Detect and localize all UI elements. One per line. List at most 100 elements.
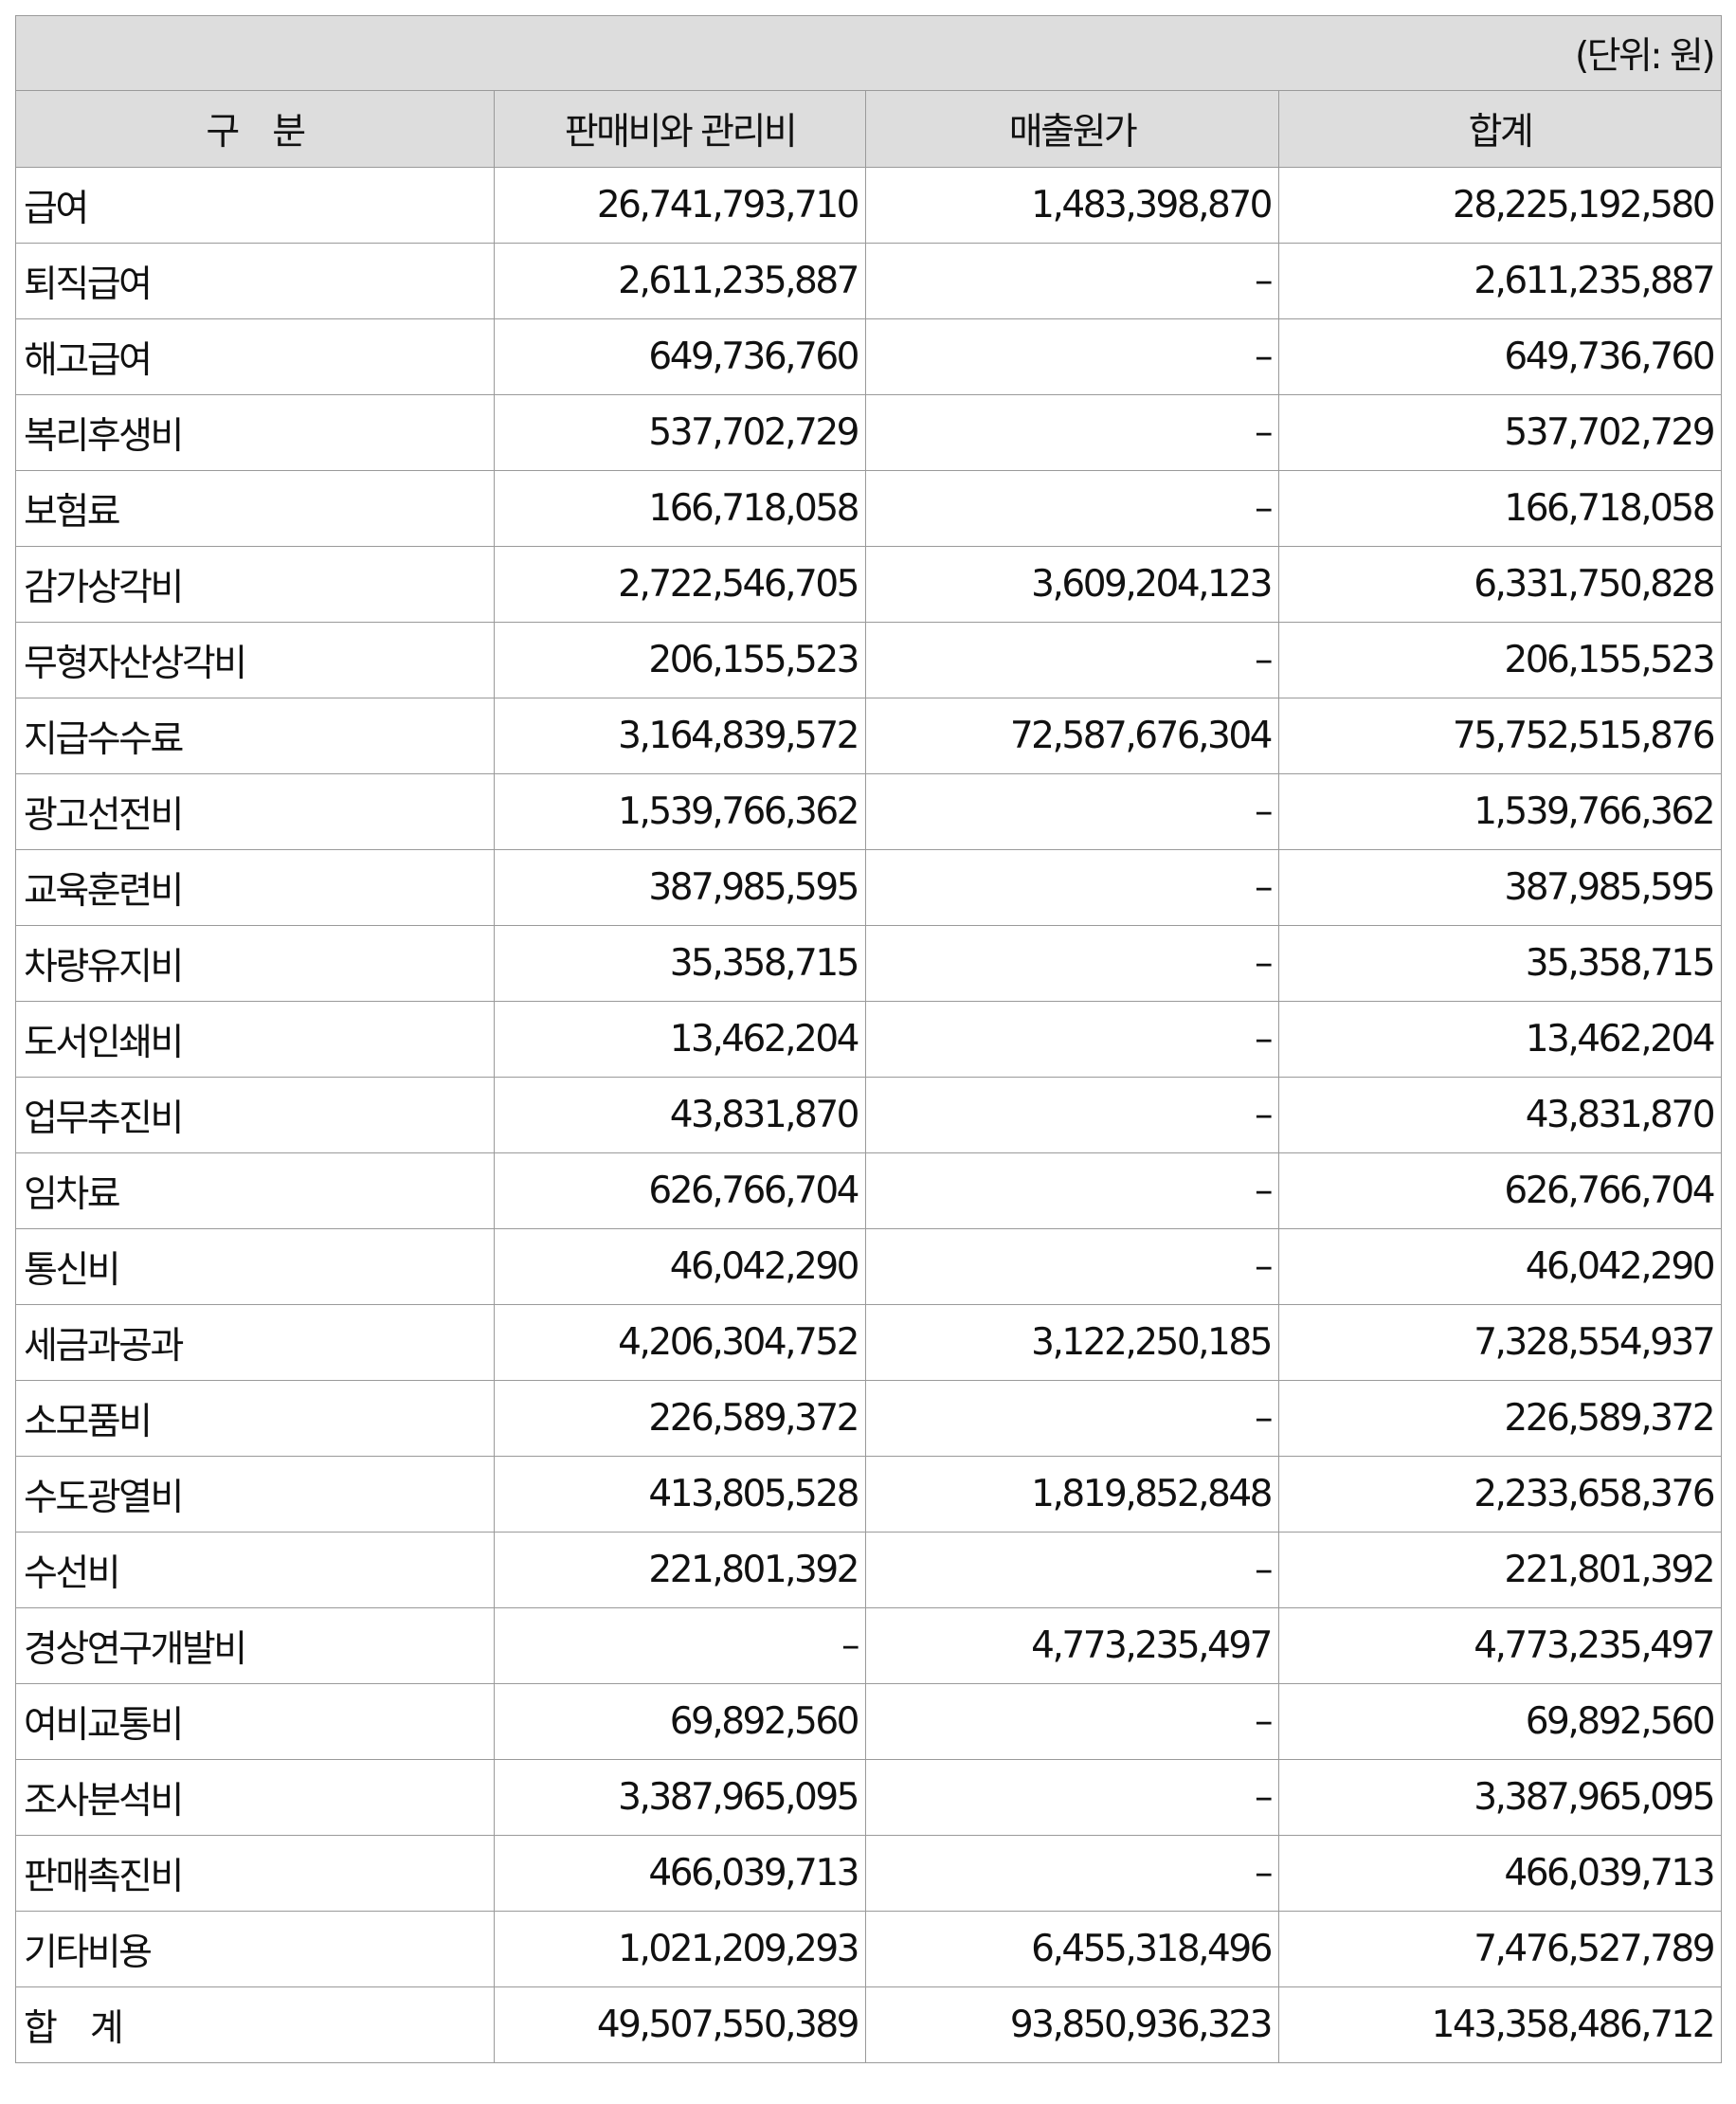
row-cost-value: –	[865, 1228, 1279, 1305]
unit-label: (단위: 원)	[14, 15, 1723, 91]
table-row: 세금과공과 4,206,304,752 3,122,250,185 7,328,…	[15, 1304, 1723, 1381]
row-label: 여비교통비	[15, 1683, 495, 1760]
row-label: 임차료	[15, 1152, 495, 1229]
row-label: 복리후생비	[15, 394, 495, 471]
row-total-value: 2,611,235,887	[1277, 243, 1723, 319]
row-cost-value: 1,483,398,870	[865, 167, 1279, 244]
row-cost-value: –	[865, 1152, 1279, 1229]
row-sga-value: 626,766,704	[494, 1152, 866, 1229]
row-label: 경상연구개발비	[15, 1607, 495, 1684]
row-total-value: 28,225,192,580	[1277, 167, 1723, 244]
row-label: 통신비	[15, 1228, 495, 1305]
row-label: 급여	[15, 167, 495, 244]
row-sga-value: 69,892,560	[494, 1683, 866, 1760]
row-label: 수선비	[15, 1532, 495, 1608]
table-row: 도서인쇄비 13,462,204 – 13,462,204	[15, 1001, 1723, 1078]
table-row: 소모품비 226,589,372 – 226,589,372	[15, 1380, 1723, 1457]
row-total-value: 13,462,204	[1277, 1001, 1723, 1078]
table-row: 무형자산상각비 206,155,523 – 206,155,523	[15, 622, 1723, 698]
row-label: 차량유지비	[15, 925, 495, 1002]
row-label: 퇴직급여	[15, 243, 495, 319]
row-label: 지급수수료	[15, 698, 495, 774]
row-cost-value: –	[865, 1683, 1279, 1760]
row-label: 도서인쇄비	[15, 1001, 495, 1078]
row-label: 광고선전비	[15, 773, 495, 850]
row-total-value: 1,539,766,362	[1277, 773, 1723, 850]
row-label: 교육훈련비	[15, 849, 495, 926]
row-label: 기타비용	[15, 1911, 495, 1987]
row-total-value: 649,736,760	[1277, 318, 1723, 395]
row-sga-value: 4,206,304,752	[494, 1304, 866, 1381]
row-sga-value: 1,021,209,293	[494, 1911, 866, 1987]
row-sga-value: 35,358,715	[494, 925, 866, 1002]
header-sga: 판매비와 관리비	[494, 90, 866, 168]
row-sga-value: –	[494, 1607, 866, 1684]
table-row: 보험료 166,718,058 – 166,718,058	[15, 470, 1723, 547]
row-label: 해고급여	[15, 318, 495, 395]
row-sga-value: 387,985,595	[494, 849, 866, 926]
row-cost-value: 1,819,852,848	[865, 1456, 1279, 1533]
row-sga-value: 649,736,760	[494, 318, 866, 395]
row-total-value: 226,589,372	[1277, 1380, 1723, 1457]
row-sga-value: 26,741,793,710	[494, 167, 866, 244]
table-row: 조사분석비 3,387,965,095 – 3,387,965,095	[15, 1759, 1723, 1836]
row-sga-value: 43,831,870	[494, 1077, 866, 1153]
row-cost-value: 3,122,250,185	[865, 1304, 1279, 1381]
row-sga-value: 537,702,729	[494, 394, 866, 471]
row-cost-value: 6,455,318,496	[865, 1911, 1279, 1987]
table-row: 여비교통비 69,892,560 – 69,892,560	[15, 1683, 1723, 1760]
row-total-value: 69,892,560	[1277, 1683, 1723, 1760]
table-row: 차량유지비 35,358,715 – 35,358,715	[15, 925, 1723, 1002]
row-cost-value: –	[865, 1077, 1279, 1153]
row-total-value: 221,801,392	[1277, 1532, 1723, 1608]
table-row: 퇴직급여 2,611,235,887 – 2,611,235,887	[15, 243, 1723, 319]
row-total-value: 46,042,290	[1277, 1228, 1723, 1305]
table-row: 경상연구개발비 – 4,773,235,497 4,773,235,497	[15, 1607, 1723, 1684]
total-total-value: 143,358,486,712	[1277, 1986, 1723, 2063]
row-sga-value: 1,539,766,362	[494, 773, 866, 850]
table-row: 급여 26,741,793,710 1,483,398,870 28,225,1…	[15, 167, 1723, 244]
row-cost-value: –	[865, 622, 1279, 698]
row-total-value: 387,985,595	[1277, 849, 1723, 926]
row-total-value: 2,233,658,376	[1277, 1456, 1723, 1533]
row-total-value: 466,039,713	[1277, 1835, 1723, 1912]
row-cost-value: –	[865, 1532, 1279, 1608]
row-total-value: 75,752,515,876	[1277, 698, 1723, 774]
row-cost-value: –	[865, 1835, 1279, 1912]
row-sga-value: 2,722,546,705	[494, 546, 866, 623]
row-total-value: 35,358,715	[1277, 925, 1723, 1002]
row-sga-value: 166,718,058	[494, 470, 866, 547]
row-total-value: 7,328,554,937	[1277, 1304, 1723, 1381]
row-label: 무형자산상각비	[15, 622, 495, 698]
row-sga-value: 46,042,290	[494, 1228, 866, 1305]
row-total-value: 626,766,704	[1277, 1152, 1723, 1229]
table-row: 복리후생비 537,702,729 – 537,702,729	[15, 394, 1723, 471]
row-cost-value: 4,773,235,497	[865, 1607, 1279, 1684]
row-total-value: 3,387,965,095	[1277, 1759, 1723, 1836]
row-cost-value: –	[865, 925, 1279, 1002]
table-row: 판매촉진비 466,039,713 – 466,039,713	[15, 1835, 1723, 1912]
row-label: 소모품비	[15, 1380, 495, 1457]
row-cost-value: –	[865, 470, 1279, 547]
row-total-value: 206,155,523	[1277, 622, 1723, 698]
row-sga-value: 221,801,392	[494, 1532, 866, 1608]
row-cost-value: 3,609,204,123	[865, 546, 1279, 623]
header-category: 구 분	[15, 90, 495, 168]
expense-breakdown-table: (단위: 원) 구 분 판매비와 관리비 매출원가 합계 급여 26,741,7…	[14, 15, 1723, 2063]
row-sga-value: 226,589,372	[494, 1380, 866, 1457]
header-cost-of-sales: 매출원가	[865, 90, 1279, 168]
row-total-value: 166,718,058	[1277, 470, 1723, 547]
row-total-value: 43,831,870	[1277, 1077, 1723, 1153]
total-row-label: 합 계	[15, 1986, 495, 2063]
row-cost-value: –	[865, 773, 1279, 850]
row-sga-value: 466,039,713	[494, 1835, 866, 1912]
row-sga-value: 3,164,839,572	[494, 698, 866, 774]
row-sga-value: 13,462,204	[494, 1001, 866, 1078]
row-sga-value: 2,611,235,887	[494, 243, 866, 319]
table-row: 지급수수료 3,164,839,572 72,587,676,304 75,75…	[15, 698, 1723, 774]
row-label: 조사분석비	[15, 1759, 495, 1836]
row-cost-value: –	[865, 849, 1279, 926]
row-cost-value: –	[865, 1759, 1279, 1836]
table-row: 수도광열비 413,805,528 1,819,852,848 2,233,65…	[15, 1456, 1723, 1533]
row-cost-value: –	[865, 318, 1279, 395]
